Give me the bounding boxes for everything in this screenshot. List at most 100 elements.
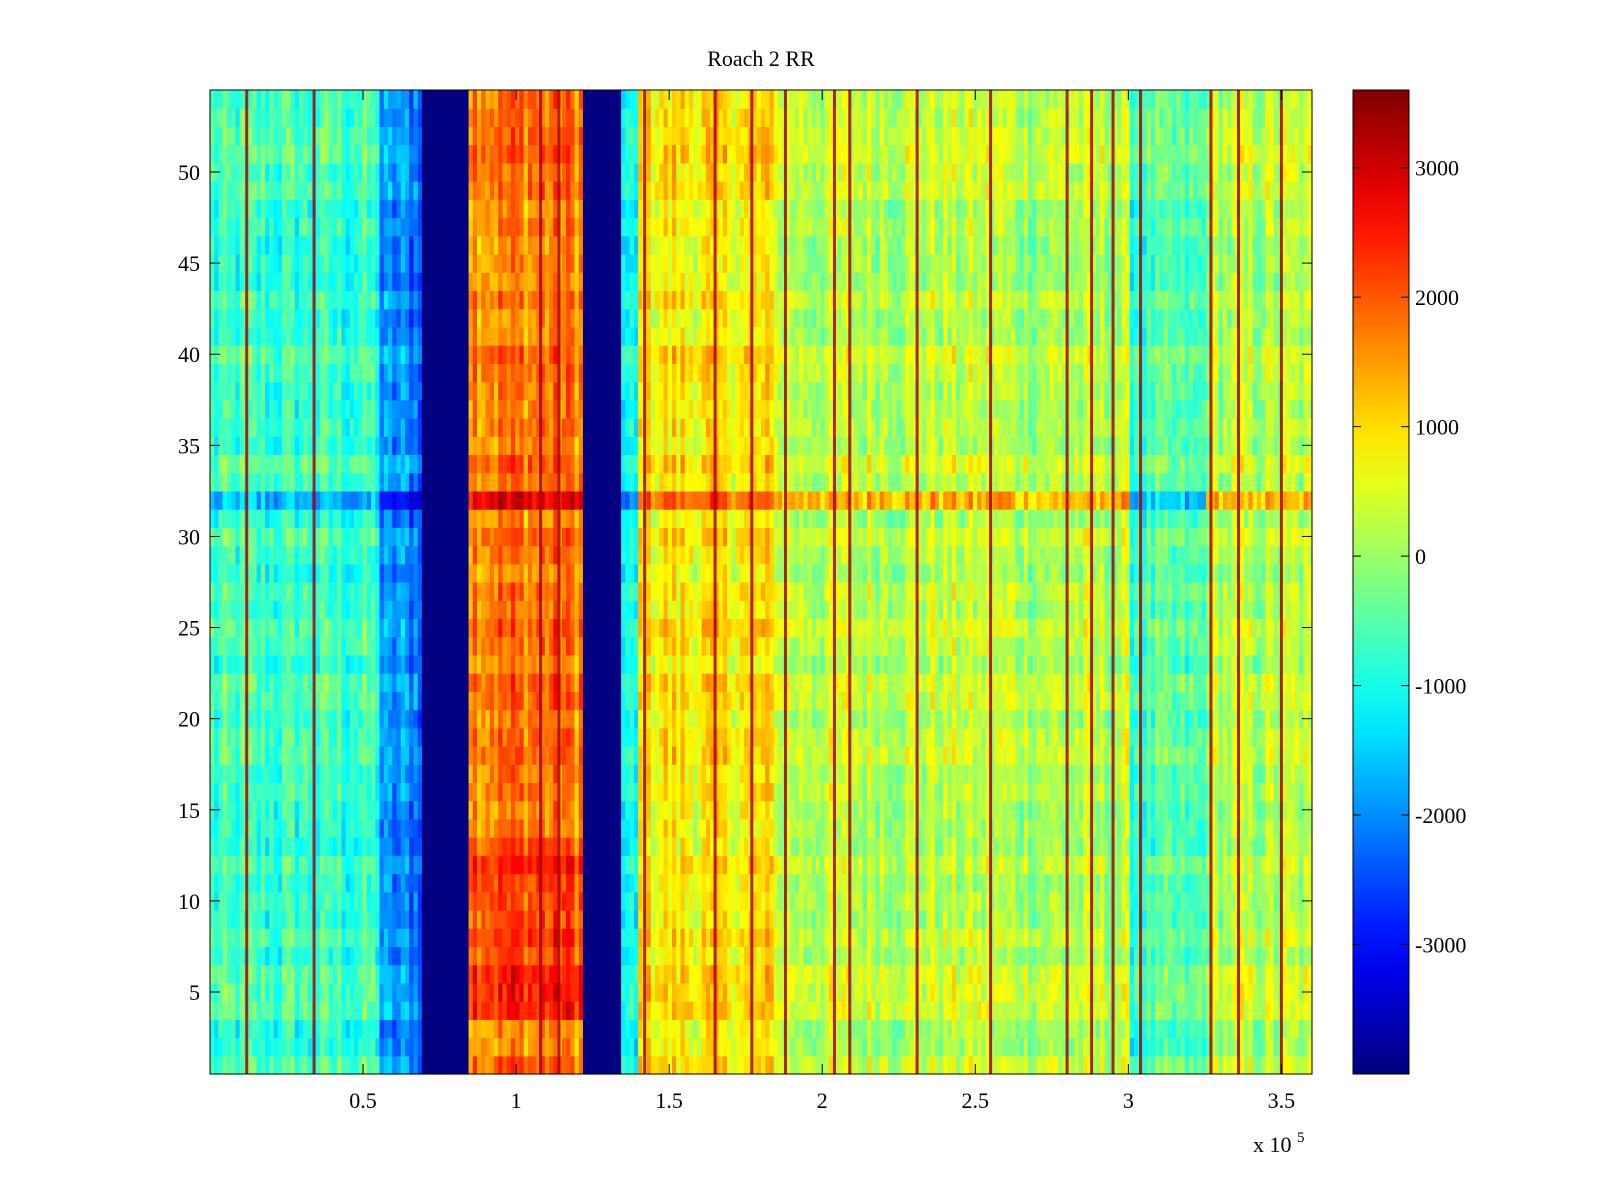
heatmap-cell [1083,910,1088,929]
heatmap-cell [701,1001,707,1020]
heatmap-cell [315,910,321,929]
heatmap-cell [655,946,660,966]
heatmap-cell [888,910,893,929]
heatmap-cell [1189,982,1194,1002]
heatmap-cell [430,1019,436,1039]
heatmap-cell [799,1019,804,1039]
heatmap-cell [375,818,381,838]
heatmap-cell [1303,946,1309,966]
heatmap-cell [604,928,610,948]
heatmap-cell [951,982,957,1002]
heatmap-cell [265,1037,270,1057]
heatmap-cell [917,891,923,911]
heatmap-cell [900,764,906,784]
heatmap-cell [1019,1037,1025,1057]
heatmap-cell [599,982,605,1002]
heatmap-cell [510,1001,516,1020]
heatmap-cell [1125,837,1131,856]
heatmap-cell [1184,837,1190,856]
heatmap-cell [1032,727,1038,747]
heatmap-cell [294,746,300,765]
heatmap-cell [519,837,525,856]
heatmap-cell [981,746,987,765]
heatmap-cell [337,1037,342,1057]
heatmap-cell [472,982,478,1002]
heatmap-cell [866,910,872,929]
heatmap-cell [1256,746,1262,765]
heatmap-cell [803,800,809,820]
heatmap-cell [260,946,266,966]
heatmap-cell [684,727,690,747]
heatmap-cell [218,764,224,784]
heatmap-cell [676,1001,682,1020]
heatmap-cell [362,1037,368,1057]
heatmap-cell [905,1055,910,1075]
heatmap-cell [688,746,694,765]
heatmap-cell [1104,746,1110,765]
heatmap-cell [519,1055,525,1075]
heatmap-cell [1083,1055,1088,1075]
heatmap-cell [680,1019,686,1039]
heatmap-cell [1049,1019,1055,1039]
heatmap-cell [900,1001,906,1020]
heatmap-cell [866,800,872,820]
heatmap-cell [599,764,605,784]
heatmap-cell [1180,928,1186,948]
heatmap-cell [1244,1001,1250,1020]
heatmap-cell [1290,855,1296,875]
heatmap-cell [1133,782,1139,802]
heatmap-cell [862,891,868,911]
heatmap-cell [799,891,804,911]
heatmap-cell [299,891,304,911]
heatmap-cell [824,837,830,856]
heatmap-cell [1061,855,1067,875]
heatmap-cell [375,1037,381,1057]
heatmap-cell [489,782,495,802]
heatmap-cell [447,910,453,929]
heatmap-cell [1133,1001,1139,1020]
heatmap-cell [417,746,423,765]
heatmap-cell [905,800,910,820]
heatmap-cell [379,709,385,729]
heatmap-cell [1256,800,1262,820]
heatmap-cell [862,818,868,838]
heatmap-cell [392,910,398,929]
heatmap-cell [332,837,338,856]
heatmap-cell [282,891,287,911]
heatmap-cell [705,837,711,856]
heatmap-cell [366,727,372,747]
heatmap-cell [659,855,665,875]
heatmap-cell [807,782,813,802]
heatmap-cell [777,764,783,784]
heatmap-cell [366,746,372,765]
heatmap-cell [502,855,508,875]
heatmap-cell [676,764,682,784]
heatmap-cell [226,982,232,1002]
heatmap-cell [731,800,737,820]
heatmap-cell [735,764,741,784]
heatmap-cell [1087,727,1093,747]
heatmap-cell [1180,800,1186,820]
heatmap-cell [769,1055,775,1075]
heatmap-cell [888,928,893,948]
heatmap-cell [612,982,618,1002]
heatmap-cell [231,782,237,802]
heatmap-cell [277,727,283,747]
heatmap-cell [1129,873,1135,893]
heatmap-cell [430,837,436,856]
heatmap-cell [1146,764,1152,784]
heatmap-cell [697,982,703,1002]
heatmap-cell [790,764,796,784]
heatmap-cell [1053,818,1059,838]
heatmap-cell [532,964,537,984]
heatmap-cell [231,982,237,1002]
heatmap-cell [786,727,792,747]
heatmap-cell [616,910,622,929]
heatmap-cell [1100,746,1105,765]
heatmap-cell [879,764,885,784]
heatmap-cell [837,818,843,838]
heatmap-cell [862,1055,868,1075]
heatmap-cell [1150,1055,1156,1075]
heatmap-cell [718,1019,724,1039]
heatmap-cell [892,727,898,747]
